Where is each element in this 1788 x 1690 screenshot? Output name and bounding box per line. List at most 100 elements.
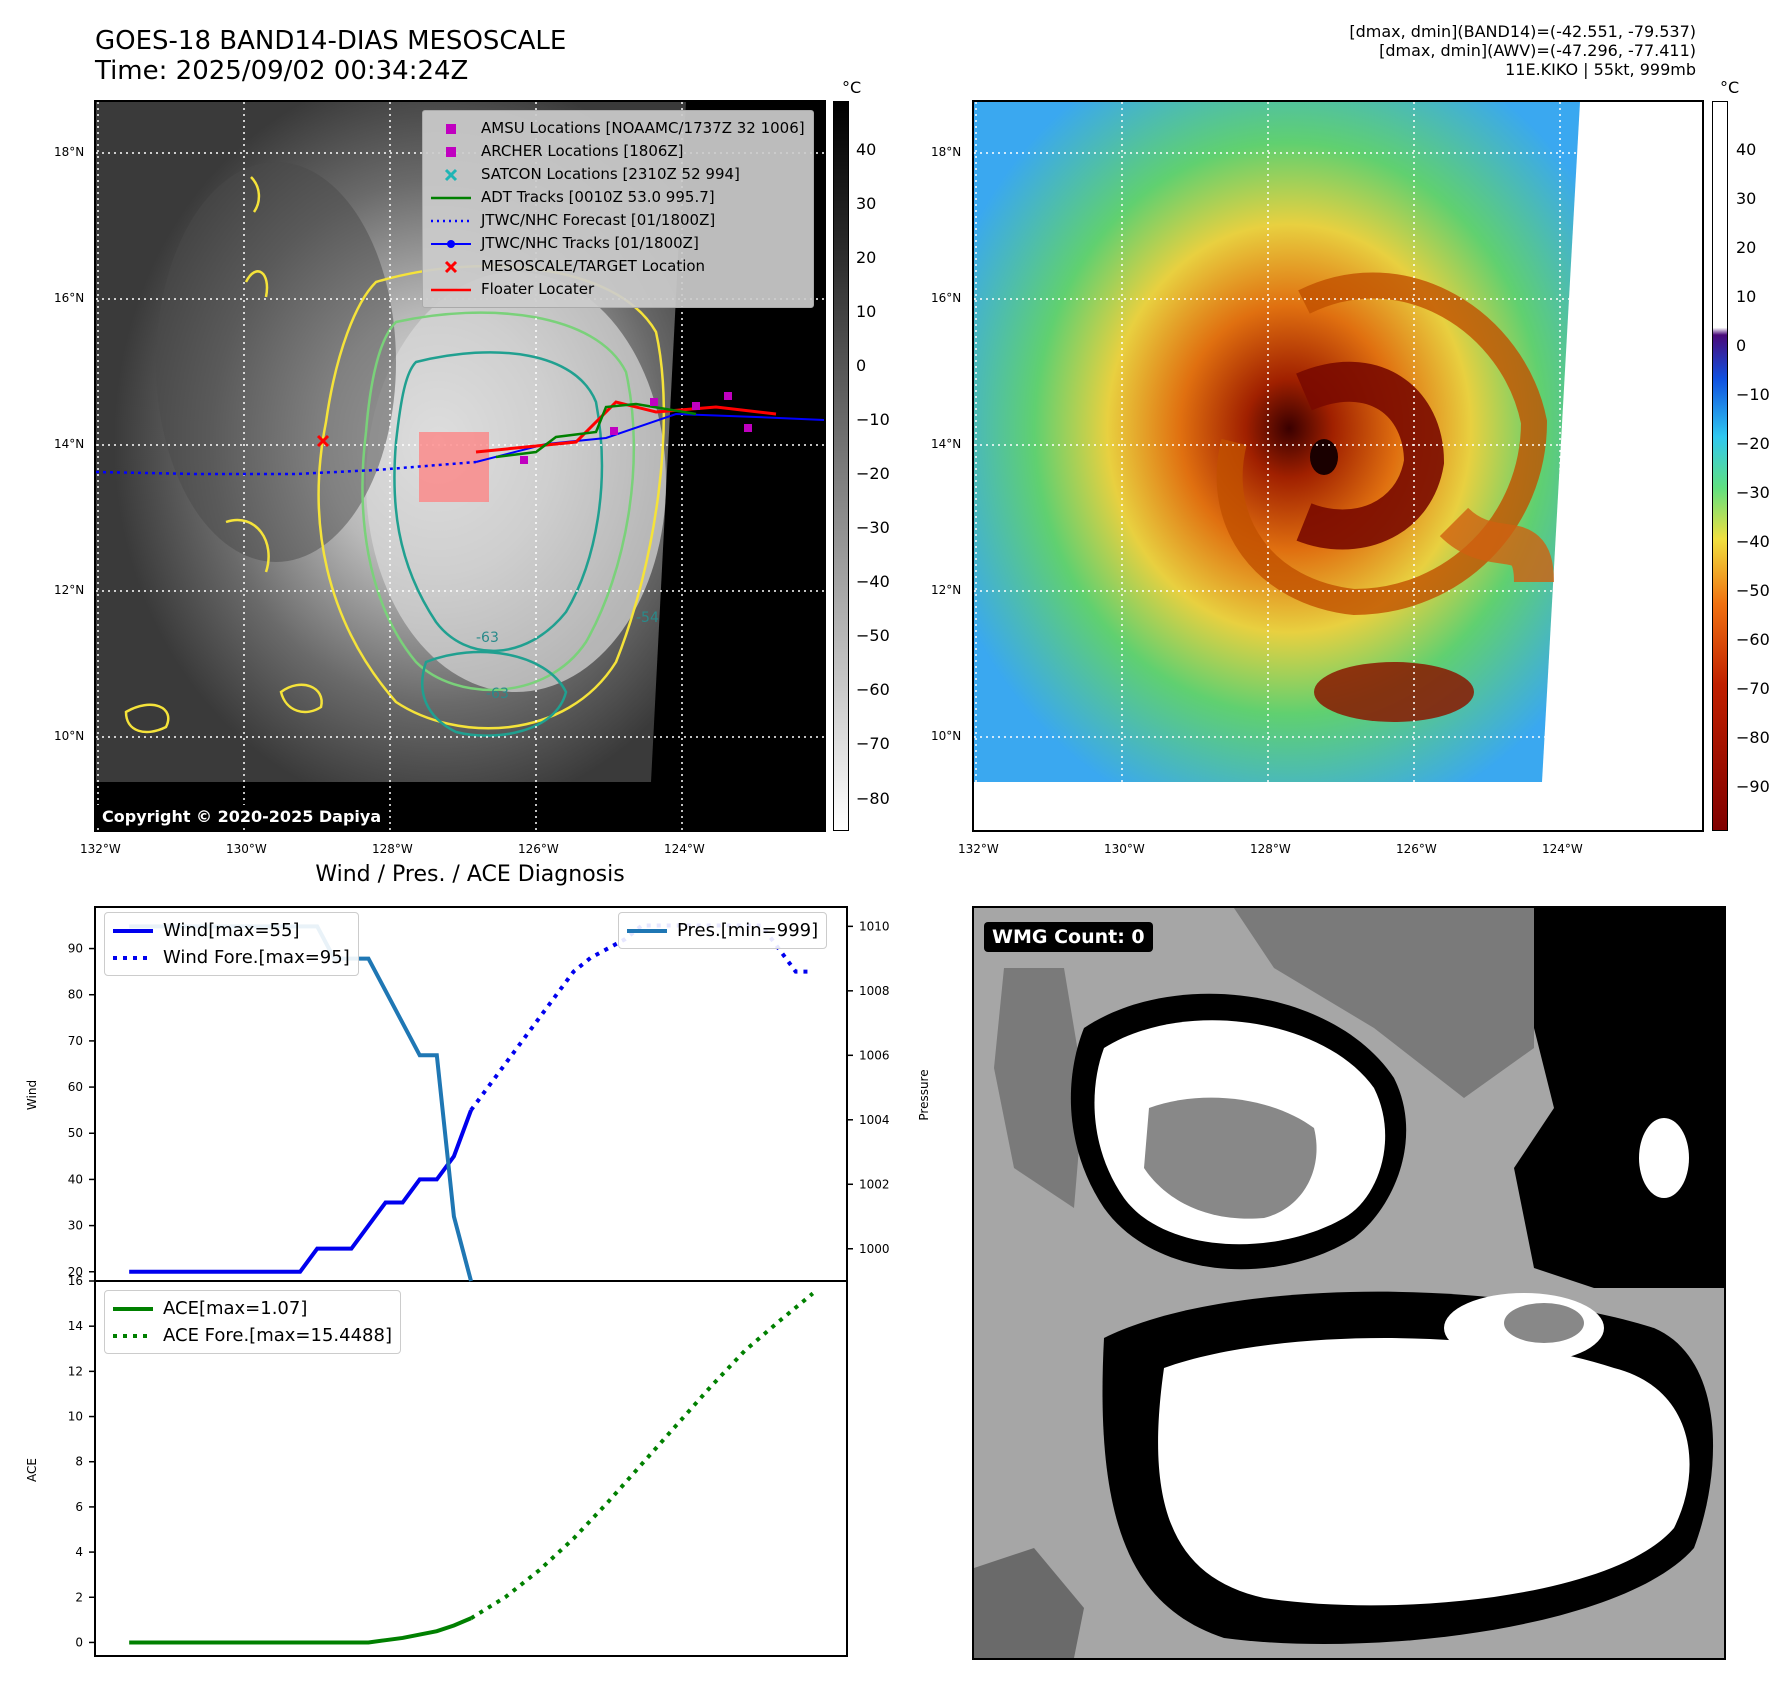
lat-tick: 18°N xyxy=(54,145,85,159)
wind-legend: Wind[max=55] Wind Fore.[max=95] xyxy=(104,912,359,976)
mesoscale-box xyxy=(419,432,489,502)
colorbar-color-tick: −40 xyxy=(1736,531,1770,551)
lon-tick: 132°W xyxy=(958,842,999,856)
ace-series-0-line xyxy=(129,1616,472,1645)
pressure-legend: Pres.[min=999] xyxy=(618,912,828,949)
ir-color-map xyxy=(972,100,1704,832)
pressure-ytick-label: 1002 xyxy=(859,1177,890,1191)
ace-legend: ACE[max=1.07] ACE Fore.[max=15.4488] xyxy=(104,1290,401,1354)
wind-series-2-line xyxy=(129,924,473,1282)
map-legend-item: MESOSCALE/TARGET Location xyxy=(431,255,805,278)
colorbar-color xyxy=(1712,101,1728,831)
map-legend-label: SATCON Locations [2310Z 52 994] xyxy=(481,165,740,183)
wind-ytick-label: 20 xyxy=(68,1265,83,1279)
pressure-ytick-label: 1008 xyxy=(859,984,890,998)
lon-tick: 128°W xyxy=(372,842,413,856)
map-legend-label: JTWC/NHC Tracks [01/1800Z] xyxy=(481,234,699,252)
colorbar-gray-tick: −10 xyxy=(856,410,890,430)
legend-ace: ACE[max=1.07] xyxy=(113,1295,392,1322)
map-legend-item: AMSU Locations [NOAAMC/1737Z 32 1006] xyxy=(431,117,805,140)
colorbar-gray-tick: −40 xyxy=(856,572,890,592)
lat-tick: 14°N xyxy=(54,437,85,451)
map-legend-label: JTWC/NHC Forecast [01/1800Z] xyxy=(481,211,716,229)
ace-ytick-label: 8 xyxy=(75,1455,83,1469)
contour-label: -63 xyxy=(476,630,499,646)
colorbar-color-tick: −30 xyxy=(1736,482,1770,502)
colorbar-color-tick: −80 xyxy=(1736,727,1770,747)
copyright-label: Copyright © 2020-2025 Dapiya xyxy=(96,805,388,828)
gridlines xyxy=(974,102,1702,830)
map-legend-item: ARCHER Locations [1806Z] xyxy=(431,140,805,163)
stats-band14: [dmax, dmin](BAND14)=(-42.551, -79.537) xyxy=(1349,22,1696,41)
legend-ace-label: ACE[max=1.07] xyxy=(163,1298,308,1319)
colorbar-gray-tick: −30 xyxy=(856,518,890,538)
colorbar-color-tick: −10 xyxy=(1736,384,1770,404)
pressure-ytick-label: 1006 xyxy=(859,1048,890,1062)
lat-tick: 12°N xyxy=(931,583,962,597)
page-title: GOES-18 BAND14-DIAS MESOSCALE Time: 2025… xyxy=(95,26,566,86)
lon-tick: 124°W xyxy=(664,842,705,856)
map-legend-item: JTWC/NHC Tracks [01/1800Z] xyxy=(431,232,805,255)
colorbar-color-tick: 20 xyxy=(1736,237,1757,257)
ace-ytick-label: 6 xyxy=(75,1500,83,1514)
lon-tick: 124°W xyxy=(1542,842,1583,856)
wind-series-1-line xyxy=(469,923,813,1112)
map-legend-label: AMSU Locations [NOAAMC/1737Z 32 1006] xyxy=(481,119,805,137)
map-legend-label: MESOSCALE/TARGET Location xyxy=(481,257,706,275)
lat-tick: 14°N xyxy=(931,437,962,451)
wind-ytick-label: 70 xyxy=(68,1034,83,1048)
ace-ytick-label: 4 xyxy=(75,1545,83,1559)
wind-axis-label: Wind xyxy=(25,1080,39,1110)
target-marker xyxy=(316,434,330,448)
lon-tick: 128°W xyxy=(1250,842,1291,856)
adt-track xyxy=(495,402,697,459)
colorbar-color-tick: −20 xyxy=(1736,433,1770,453)
diagnosis-title: Wind / Pres. / ACE Diagnosis xyxy=(315,862,625,887)
lon-tick: 126°W xyxy=(1396,842,1437,856)
diagnosis-chart: 2030405060708090100010021004100610081010… xyxy=(25,906,931,1657)
lon-tick: 130°W xyxy=(1104,842,1145,856)
map-legend: AMSU Locations [NOAAMC/1737Z 32 1006] ARC… xyxy=(422,110,814,308)
map-legend-item: SATCON Locations [2310Z 52 994] xyxy=(431,163,805,186)
colorbar-color-tick: −70 xyxy=(1736,678,1770,698)
wind-ytick-label: 30 xyxy=(68,1219,83,1233)
colorbar-color-tick: 30 xyxy=(1736,188,1757,208)
header-stats: [dmax, dmin](BAND14)=(-42.551, -79.537) … xyxy=(1349,22,1696,79)
lat-tick: 16°N xyxy=(54,291,85,305)
map-legend-label: Floater Locater xyxy=(481,280,595,298)
colorbar-gray xyxy=(833,101,849,831)
lat-tick: 10°N xyxy=(54,729,85,743)
colorbar-gray-tick: 30 xyxy=(856,193,877,213)
contour-label: -63 xyxy=(486,686,509,702)
wind-ytick-label: 50 xyxy=(68,1126,83,1140)
ace-ytick-label: 14 xyxy=(68,1319,83,1333)
wind-ytick-label: 90 xyxy=(68,942,83,956)
amsu-markers xyxy=(520,392,752,464)
colorbar-gray-tick: −80 xyxy=(856,788,890,808)
colorbar-gray-tick: −50 xyxy=(856,626,890,646)
lat-tick: 16°N xyxy=(931,291,962,305)
ir-color-swath xyxy=(974,102,1580,782)
colorbar-color-tick: −60 xyxy=(1736,629,1770,649)
pressure-ytick-label: 1010 xyxy=(859,919,890,933)
legend-wind-label: Wind[max=55] xyxy=(163,920,300,941)
colorbar-gray-tick: 40 xyxy=(856,139,877,159)
ace-series-1-line xyxy=(469,1291,815,1620)
map-legend-label: ADT Tracks [0010Z 53.0 995.7] xyxy=(481,188,715,206)
legend-ace-fore: ACE Fore.[max=15.4488] xyxy=(113,1322,392,1349)
colorbar-unit: °C xyxy=(1720,78,1740,97)
ir-color-map-svg xyxy=(974,102,1702,830)
colorbar-gray-tick: 10 xyxy=(856,301,877,321)
wmg-count-badge: WMG Count: 0 xyxy=(984,922,1153,952)
legend-wind-fore-label: Wind Fore.[max=95] xyxy=(163,947,350,968)
lon-tick: 130°W xyxy=(226,842,267,856)
ace-ytick-label: 0 xyxy=(75,1635,83,1649)
lon-tick: 132°W xyxy=(80,842,121,856)
colorbar-gray-tick: −20 xyxy=(856,464,890,484)
ace-axis-label: ACE xyxy=(25,1458,39,1482)
colorbar-gray-tick: 0 xyxy=(856,355,867,375)
colorbar-color-tick: 40 xyxy=(1736,139,1757,159)
map-legend-item: ADT Tracks [0010Z 53.0 995.7] xyxy=(431,186,805,209)
colorbar-color-tick: −50 xyxy=(1736,580,1770,600)
map-legend-item: JTWC/NHC Forecast [01/1800Z] xyxy=(431,209,805,232)
